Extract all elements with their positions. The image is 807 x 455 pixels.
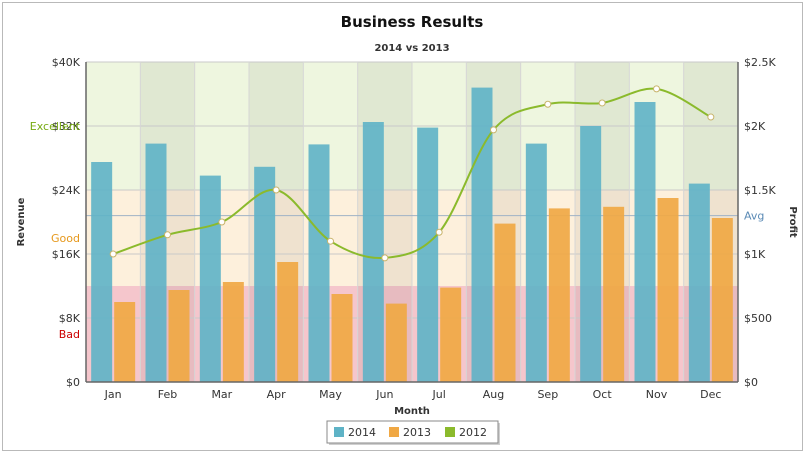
left-axis-ticks: $0 $8K $16K $24K $32K $40K [52, 56, 81, 389]
point-2012-sep [544, 100, 552, 108]
bar-2013-oct [603, 206, 625, 382]
x-tick-label: Oct [593, 388, 613, 401]
band-labels: Bad Good Excellent [30, 120, 81, 341]
bar-2013-jun [385, 303, 407, 382]
line-series [109, 85, 715, 262]
bar-2013-nov [657, 198, 679, 382]
legend-label-2014: 2014 [348, 426, 376, 439]
legend-swatch-2014 [334, 427, 344, 437]
x-tick-label: Jan [104, 388, 122, 401]
y2-tick-label: $500 [744, 312, 772, 325]
x-tick-label: May [319, 388, 342, 401]
gridlines [86, 61, 738, 382]
bar-2014-jun [362, 122, 384, 382]
point-2012-jul [435, 228, 443, 236]
x-tick-label: Dec [700, 388, 721, 401]
point-2012-oct [598, 99, 606, 107]
bar-2013-feb [168, 290, 190, 382]
legend-label-2013: 2013 [403, 426, 431, 439]
x-tick-label: Aug [483, 388, 504, 401]
bar-2014-mar [199, 175, 221, 382]
bar-2013-apr [277, 262, 299, 382]
bar-2014-nov [634, 102, 656, 382]
x-tick-label: Mar [211, 388, 232, 401]
point-2012-may [327, 237, 334, 245]
avg-trendline: Avg [86, 210, 764, 223]
bar-2013-jan [114, 302, 136, 382]
x-tick-label: Feb [158, 388, 177, 401]
y2-tick-label: $2K [744, 120, 766, 133]
x-tick-label: Nov [646, 388, 668, 401]
y2-tick-label: $0 [744, 376, 758, 389]
point-2012-mar [218, 218, 226, 226]
band-label-bad: Bad [59, 328, 80, 341]
avg-trendline-label: Avg [744, 210, 764, 223]
x-tick-label: Apr [267, 388, 287, 401]
y-tick-label: $0 [66, 376, 80, 389]
bar-2013-mar [222, 282, 244, 382]
x-tick-label: Sep [537, 388, 558, 401]
point-2012-jun [381, 254, 389, 262]
x-tick-label: Jul [432, 388, 446, 401]
bar-2013-may [331, 294, 353, 382]
chart-title: Business Results [341, 13, 484, 31]
y2-tick-label: $2.5K [744, 56, 776, 69]
band-label-excellent: Excellent [30, 120, 81, 133]
bar-2014-feb [145, 143, 167, 382]
legend-box [326, 420, 499, 444]
y-tick-label: $24K [52, 184, 81, 197]
y-tick-label: $16K [52, 248, 81, 261]
bar-2014-jan [91, 162, 113, 382]
legend: 2014 2013 2012 [326, 420, 500, 445]
point-2012-jan [109, 250, 117, 258]
legend-swatch-2013 [389, 427, 399, 437]
bar-2014-dec [688, 183, 710, 382]
y2-axis-title: Profit [787, 206, 798, 238]
x-axis-title: Month [394, 406, 430, 417]
bar-series [91, 87, 733, 382]
legend-swatch-2012 [445, 427, 455, 437]
legend-label-2012: 2012 [459, 426, 487, 439]
bar-2013-dec [711, 218, 733, 382]
y2-tick-label: $1.5K [744, 184, 776, 197]
bar-2014-aug [471, 87, 493, 382]
axes [85, 62, 739, 383]
bar-2013-jul [440, 287, 462, 382]
y-axis-title: Revenue [16, 197, 27, 246]
point-2012-nov [653, 85, 660, 93]
y-tick-label: $32K [52, 120, 81, 133]
y-tick-label: $8K [59, 312, 81, 325]
bar-2013-sep [548, 208, 570, 382]
bar-2014-sep [525, 143, 547, 382]
bar-2014-oct [580, 126, 602, 382]
point-2012-dec [707, 113, 715, 121]
y2-tick-label: $1K [744, 248, 766, 261]
chart-subtitle: 2014 vs 2013 [374, 43, 449, 54]
bar-2014-jul [417, 127, 439, 382]
point-2012-feb [164, 231, 171, 239]
point-2012-apr [272, 186, 280, 194]
x-axis-ticks: Jan Feb Mar Apr May Jun Jul Aug Sep Oct Nov Dec [104, 388, 722, 401]
right-axis-ticks: $0 $500 $1K $1.5K $2K $2.5K [744, 56, 776, 389]
x-tick-label: Jun [375, 388, 393, 401]
y-tick-label: $40K [52, 56, 81, 69]
bar-2014-may [308, 144, 330, 382]
point-2012-aug [490, 126, 497, 134]
band-label-good: Good [51, 232, 80, 245]
bar-2013-aug [494, 223, 516, 382]
bar-2014-apr [254, 166, 276, 382]
